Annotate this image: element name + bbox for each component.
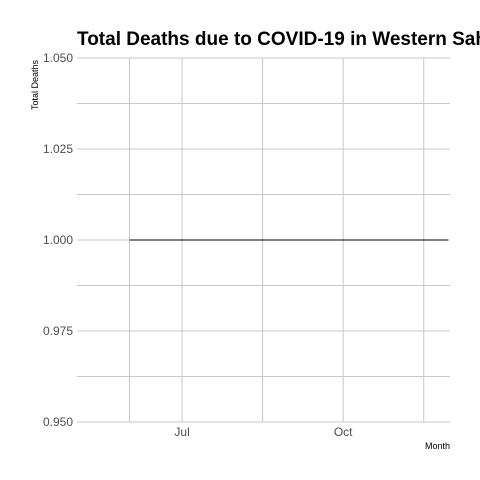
tick-labels: 0.950 0.975 1.000 1.025 1.050 Jul Oct [43, 51, 353, 439]
y-axis-label: Total Deaths [30, 59, 40, 110]
y-tick-label: 0.950 [43, 415, 73, 429]
x-axis-label: Month [425, 441, 450, 451]
chart-title: Total Deaths due to COVID-19 in Western … [77, 29, 480, 50]
x-tick-label: Oct [334, 425, 353, 439]
y-tick-label: 0.975 [43, 324, 73, 338]
x-tick-label: Jul [174, 425, 189, 439]
y-tick-label: 1.050 [43, 51, 73, 65]
y-tick-label: 1.000 [43, 233, 73, 247]
y-tick-label: 1.025 [43, 142, 73, 156]
